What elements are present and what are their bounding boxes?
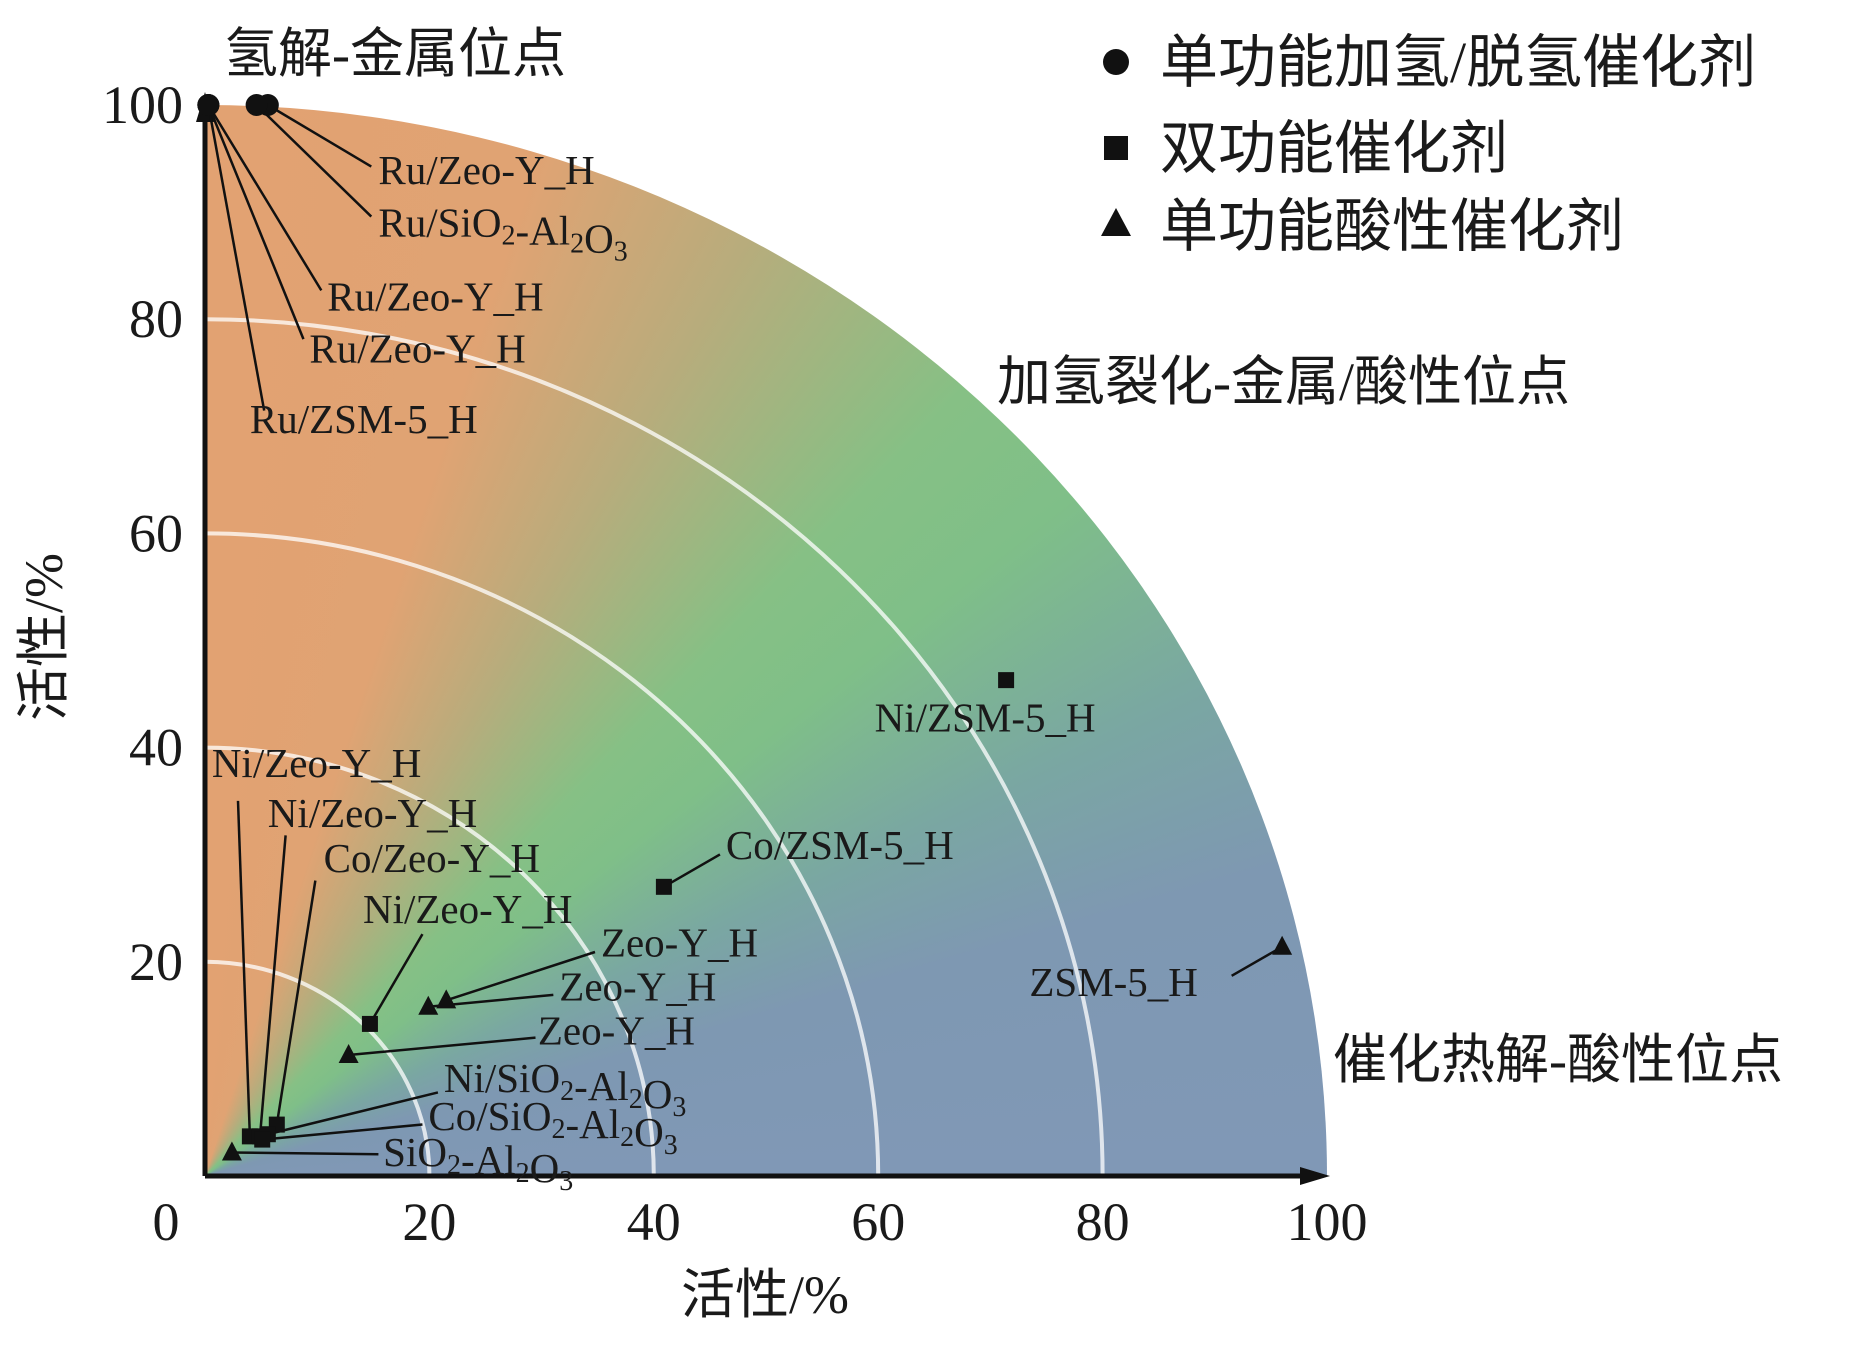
x-tick-label: 60 bbox=[851, 1192, 905, 1252]
point-label: Ni/Zeo-Y_H bbox=[212, 740, 422, 786]
point-label: SiO2-Al2O3 bbox=[383, 1129, 573, 1197]
point-circle bbox=[197, 94, 220, 116]
point-label: Zeo-Y_H bbox=[601, 919, 758, 965]
leader-line bbox=[1231, 945, 1283, 977]
leader-line bbox=[348, 1036, 536, 1057]
x-axis-arrow bbox=[1300, 1167, 1330, 1185]
y-tick-label: 20 bbox=[129, 932, 183, 992]
point-label: Ru/SiO2-Al2O3 bbox=[378, 200, 627, 268]
point-triangle bbox=[418, 995, 439, 1015]
point-square bbox=[998, 672, 1015, 689]
leader-line bbox=[445, 950, 596, 1002]
leader-line bbox=[267, 103, 372, 168]
point-label: Ni/Zeo-Y_H bbox=[268, 790, 478, 836]
point-label: Ru/Zeo-Y_H bbox=[309, 326, 525, 372]
point-square bbox=[655, 878, 672, 895]
x-tick-label: 40 bbox=[627, 1192, 681, 1252]
leader-line bbox=[275, 880, 317, 1125]
y-axis-title: 活性/% bbox=[14, 553, 74, 721]
leader-line bbox=[255, 104, 373, 218]
region-label-middle: 加氢裂化-金属/酸性位点 bbox=[997, 352, 1570, 412]
point-triangle bbox=[221, 1141, 242, 1161]
legend-triangle-marker bbox=[1101, 208, 1131, 236]
y-tick-label: 100 bbox=[102, 75, 183, 135]
point-label: Zeo-Y_H bbox=[538, 1008, 695, 1054]
legend-label-circle: 单功能加氢/脱氢催化剂 bbox=[1160, 30, 1756, 95]
y-tick-label: 60 bbox=[129, 503, 183, 563]
leader-line bbox=[207, 104, 266, 411]
grid-arc-80 bbox=[204, 317, 1105, 1177]
grid-arc-60 bbox=[204, 531, 881, 1177]
legend: 单功能加氢/脱氢催化剂 双功能催化剂 单功能酸性催化剂 bbox=[1101, 30, 1756, 259]
point-triangle bbox=[1272, 935, 1293, 955]
point-label: Ni/SiO2-Al2O3 bbox=[444, 1055, 686, 1123]
leader-line bbox=[267, 1091, 439, 1136]
legend-label-triangle: 单功能酸性催化剂 bbox=[1160, 194, 1624, 259]
point-label: Ru/ZSM-5_H bbox=[250, 396, 478, 442]
leader-line bbox=[258, 835, 287, 1137]
point-label: Ni/Zeo-Y_H bbox=[363, 886, 573, 932]
leader-line bbox=[231, 1151, 379, 1156]
point-label: Co/Zeo-Y_H bbox=[324, 835, 540, 881]
leader-line bbox=[207, 104, 305, 340]
point-label: ZSM-5_H bbox=[1029, 959, 1198, 1005]
x-tick-label: 0 bbox=[153, 1192, 180, 1252]
legend-circle-marker bbox=[1103, 49, 1129, 75]
leader-line bbox=[368, 933, 424, 1025]
region-label-top: 氢解-金属位点 bbox=[224, 24, 566, 84]
point-label: Ru/Zeo-Y_H bbox=[378, 147, 594, 193]
point-label: Ni/ZSM-5_H bbox=[875, 695, 1096, 741]
region-label-bottom: 催化热解-酸性位点 bbox=[1333, 1030, 1783, 1090]
y-tick-label: 80 bbox=[129, 289, 183, 349]
legend-label-square: 双功能催化剂 bbox=[1160, 116, 1508, 181]
x-tick-label: 100 bbox=[1287, 1192, 1368, 1252]
leader-line bbox=[262, 1123, 423, 1141]
x-tick-label: 20 bbox=[402, 1192, 456, 1252]
point-label: Zeo-Y_H bbox=[559, 964, 716, 1010]
leader-line bbox=[207, 104, 323, 292]
point-square bbox=[361, 1015, 378, 1032]
leader-line bbox=[663, 853, 721, 888]
grid-arc-40 bbox=[204, 745, 656, 1177]
leader-line bbox=[236, 800, 252, 1137]
point-triangle bbox=[338, 1043, 359, 1063]
x-tick-label: 80 bbox=[1076, 1192, 1130, 1252]
point-square bbox=[254, 1131, 271, 1148]
point-label: Co/ZSM-5_H bbox=[726, 822, 954, 868]
point-label: Ru/Zeo-Y_H bbox=[327, 273, 543, 319]
point-triangle bbox=[436, 989, 457, 1009]
x-axis-title: 活性/% bbox=[681, 1265, 849, 1325]
legend-square-marker bbox=[1104, 136, 1128, 160]
y-tick-label: 40 bbox=[129, 718, 183, 778]
point-label: Co/SiO2-Al2O3 bbox=[428, 1093, 677, 1161]
point-circle bbox=[245, 94, 268, 116]
